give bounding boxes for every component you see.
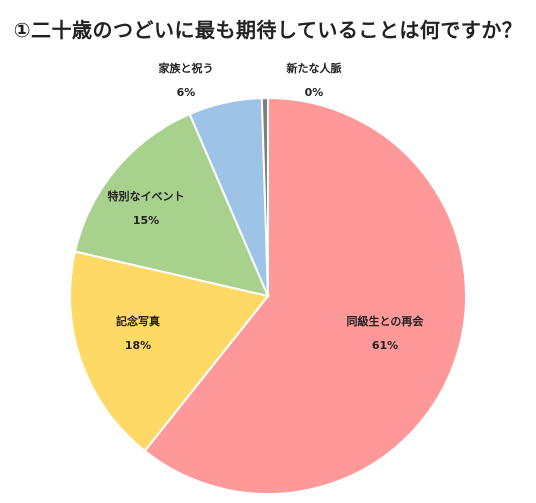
pie-slice-2: [68, 250, 270, 453]
slice-value-label-4: 6%: [177, 86, 196, 99]
chart-title: ①二十歳のつどいに最も期待していることは何ですか？: [13, 18, 523, 42]
slice-label-5: 新たな人脈: [287, 61, 342, 75]
slice-value-label-2: 18%: [125, 339, 151, 352]
slice-label-1: 同級生との再会: [347, 314, 425, 328]
pie-slice-3: [73, 112, 270, 298]
slice-value-label-5: 0%: [305, 86, 324, 99]
pie-slice-1: [143, 96, 467, 495]
slice-label-2: 記念写真: [116, 314, 160, 328]
slice-label-3: 特別なイベント: [108, 189, 185, 203]
slice-value-label-3: 15%: [133, 214, 159, 227]
slice-label-4: 家族と祝う: [159, 61, 214, 75]
slice-value-label-1: 61%: [372, 339, 398, 352]
pie-slice-5: [260, 96, 269, 297]
